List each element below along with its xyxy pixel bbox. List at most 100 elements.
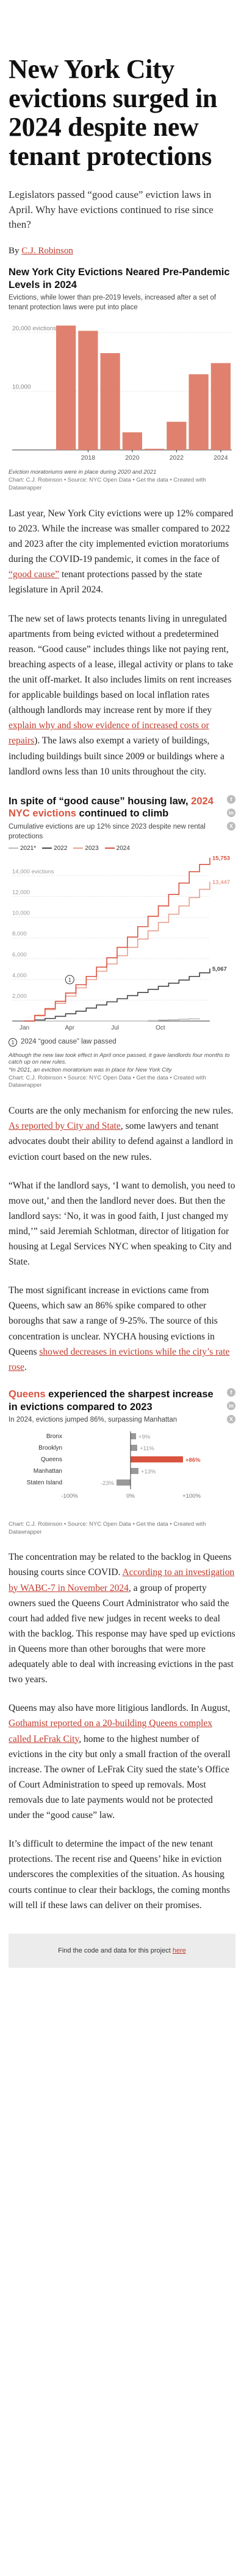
p6-text: The concentration may be related to the … bbox=[9, 1552, 232, 1578]
value-label: -23% bbox=[101, 1480, 115, 1487]
bar bbox=[145, 449, 165, 451]
category-label: Manhattan bbox=[34, 1468, 62, 1475]
bar bbox=[78, 331, 98, 451]
y-tick-label: 20,000 evictions bbox=[12, 326, 56, 332]
y-tick-label: 10,000 bbox=[12, 910, 30, 917]
chart2-legend: 2021* 2022 2023 2024 bbox=[9, 845, 235, 852]
facebook-icon[interactable]: f bbox=[227, 795, 235, 804]
facebook-icon[interactable]: f bbox=[227, 1388, 235, 1397]
x-icon[interactable]: X bbox=[227, 821, 235, 830]
series-line bbox=[24, 1018, 200, 1022]
chart3-title-highlight: Queens bbox=[9, 1388, 46, 1400]
byline-prefix: By bbox=[9, 245, 22, 256]
p3-text: Courts are the only mechanism for enforc… bbox=[9, 1106, 234, 1117]
value-label: +86% bbox=[185, 1457, 201, 1464]
paragraph-4: “What if the landlord says, ‘I want to d… bbox=[9, 1180, 235, 1268]
bar bbox=[131, 1433, 136, 1439]
chart-annual-evictions: New York City Evictions Neared Pre-Pande… bbox=[9, 266, 235, 493]
chart2-source: Chart: C.J. Robinson • Source: NYC Open … bbox=[9, 1074, 206, 1089]
y-tick-label: 4,000 bbox=[12, 972, 27, 979]
legend-label: 2021* bbox=[20, 845, 37, 852]
headline: New York City evictions surged in 2024 d… bbox=[9, 54, 217, 171]
chart3-title: Queens experienced the sharpest increase… bbox=[9, 1388, 235, 1413]
y-tick-label: 10,000 bbox=[12, 384, 31, 391]
chart1-svg: 10,000 20,000 evictions 2018 2020 2022 2024 bbox=[12, 325, 232, 462]
x-tick-label: +100% bbox=[182, 1493, 201, 1500]
chart3-source: Chart: C.J. Robinson • Source: NYC Open … bbox=[9, 1520, 206, 1535]
chart2-svg: 2,000 4,000 6,000 8,000 10,000 12,000 14,000 e… bbox=[12, 855, 230, 1031]
bar bbox=[131, 1467, 138, 1474]
x-tick-label: 2024 bbox=[214, 454, 228, 462]
paragraph-1: Last year, New York City evictions were … bbox=[9, 506, 235, 598]
annotation-marker: 1 bbox=[9, 1037, 17, 1047]
x-tick-label: Oct bbox=[156, 1025, 165, 1031]
paragraph-2: The new set of laws protects tenants liv… bbox=[9, 611, 235, 779]
nycha-link[interactable]: showed decreases in evictions while the … bbox=[9, 1346, 230, 1372]
y-tick-label: 14,000 evictions bbox=[12, 869, 54, 876]
p2-text: The new set of laws protects tenants liv… bbox=[9, 613, 233, 716]
explain-why-link[interactable]: explain why and show evidence of increas… bbox=[9, 720, 209, 746]
legend-item: 2024 bbox=[104, 845, 130, 852]
chart1-title: New York City Evictions Neared Pre-Pande… bbox=[9, 266, 230, 290]
share-icons-2: f in X bbox=[227, 1388, 235, 1423]
bar bbox=[131, 1444, 137, 1451]
paragraph-3: Courts are the only mechanism for enforc… bbox=[9, 1103, 235, 1164]
y-tick-label: 8,000 bbox=[12, 931, 27, 938]
gothamist-link[interactable]: Gothamist reported on a 20-building Quee… bbox=[9, 1718, 213, 1744]
chart-cumulative-evictions: f in X In spite of “good cause” housing … bbox=[9, 795, 235, 1090]
category-label: Queens bbox=[41, 1456, 62, 1463]
chart2-annotation: 1 2024 “good cause” law passed bbox=[9, 1037, 235, 1047]
chart1-subtitle: Evictions, while lower than pre-2019 lev… bbox=[9, 294, 217, 311]
chart1-note: Eviction moratoriums were in place durin… bbox=[9, 469, 157, 476]
bar bbox=[131, 1456, 183, 1462]
author-link[interactable]: C.J. Robinson bbox=[21, 245, 73, 256]
category-label: Staten Island bbox=[27, 1479, 62, 1486]
p5-text: The most significant increase in evictio… bbox=[9, 1285, 218, 1357]
legend-label: 2024 bbox=[116, 845, 130, 852]
wabc-link[interactable]: According to an investigation by WABC-7 … bbox=[9, 1567, 235, 1593]
city-and-state-link[interactable]: As reported by City and State bbox=[9, 1121, 121, 1132]
value-label: +9% bbox=[138, 1434, 151, 1441]
x-tick-label: 2018 bbox=[81, 454, 96, 462]
bar bbox=[122, 432, 142, 451]
p3-end: , some lawyers and tenant advocates doub… bbox=[9, 1121, 234, 1162]
annotation-text: 2024 “good cause” law passed bbox=[21, 1038, 117, 1046]
x-icon[interactable]: X bbox=[227, 1414, 235, 1423]
good-cause-link[interactable]: “good cause” bbox=[9, 569, 60, 580]
p2-end: ). The laws also exempt a variety of bui… bbox=[9, 735, 224, 777]
series-end-label: 13,447 bbox=[212, 879, 230, 886]
footer-text: Find the code and data for this project bbox=[58, 1946, 173, 1954]
chart2-footnote-a: Although the new law took effect in Apri… bbox=[9, 1051, 230, 1065]
value-label: +13% bbox=[141, 1469, 156, 1475]
category-label: Bronx bbox=[46, 1433, 62, 1440]
x-tick-label: Jan bbox=[20, 1025, 29, 1031]
paragraph-5: The most significant increase in evictio… bbox=[9, 1283, 235, 1375]
legend-swatch bbox=[42, 848, 52, 849]
linkedin-icon[interactable]: in bbox=[227, 808, 235, 817]
x-tick-label: 2020 bbox=[125, 454, 140, 462]
legend-label: 2023 bbox=[85, 845, 99, 852]
footer-link[interactable]: here bbox=[172, 1946, 186, 1954]
dek: Legislators passed “good cause” eviction… bbox=[9, 189, 214, 231]
x-tick-label: Apr bbox=[65, 1025, 75, 1031]
annotation-number: 1 bbox=[68, 977, 71, 983]
chart2-title-a: In spite of “good cause” housing law, bbox=[9, 795, 192, 807]
legend-swatch bbox=[9, 848, 18, 849]
chart-borough-change: f in X Queens experienced the sharpest i… bbox=[9, 1388, 235, 1536]
p7-end: , home to the highest number of eviction… bbox=[9, 1733, 231, 1821]
bar bbox=[56, 325, 76, 451]
series-end-label: 5,067 bbox=[212, 966, 227, 973]
bar bbox=[167, 422, 187, 451]
value-label: +11% bbox=[140, 1445, 154, 1452]
linkedin-icon[interactable]: in bbox=[227, 1401, 235, 1410]
bar bbox=[117, 1479, 131, 1486]
category-label: Brooklyn bbox=[38, 1445, 62, 1451]
chart1-source: Chart: C.J. Robinson • Source: NYC Open … bbox=[9, 477, 206, 492]
p1-end: tenant protections passed by the state l… bbox=[9, 569, 203, 595]
bar bbox=[188, 374, 209, 451]
legend-item: 2021* bbox=[9, 845, 36, 852]
chart3-svg: Bronx +9% Brooklyn +11% Queens +86% Manhattan +… bbox=[27, 1431, 201, 1500]
paragraph-7: Queens may also have more litigious land… bbox=[9, 1700, 235, 1823]
footer-box: Find the code and data for this project … bbox=[9, 1933, 235, 1968]
p7-text: Queens may also have more litigious land… bbox=[9, 1703, 231, 1714]
